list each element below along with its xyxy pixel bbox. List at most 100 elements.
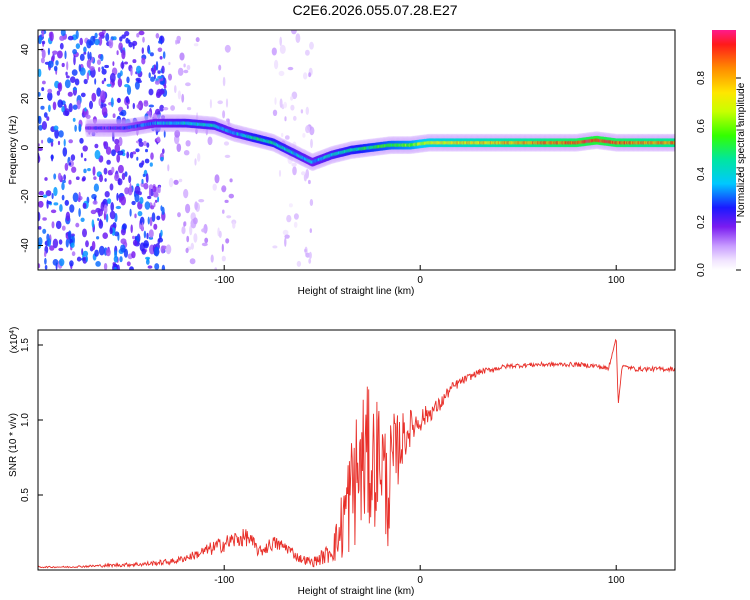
heatmap-speckle xyxy=(112,113,116,118)
heatmap-speckle xyxy=(45,190,52,197)
heatmap-speckle xyxy=(144,113,149,121)
heatmap-speckle xyxy=(308,251,312,259)
heatmap-speckle xyxy=(41,139,44,144)
heatmap-speckle xyxy=(80,152,83,158)
heatmap-speckle xyxy=(71,251,76,257)
heatmap-speckle xyxy=(68,179,72,185)
heatmap-speckle xyxy=(284,135,290,140)
heatmap-speckle xyxy=(93,176,97,181)
heatmap-speckle xyxy=(130,67,133,76)
heatmap-speckle xyxy=(47,88,53,94)
heatmap-speckle xyxy=(91,92,97,102)
heatmap-speckle xyxy=(136,156,139,161)
heatmap-speckle xyxy=(214,267,217,270)
heatmap-speckle xyxy=(126,85,132,96)
heatmap-speckle xyxy=(100,54,104,62)
heatmap-speckle xyxy=(147,265,153,269)
heatmap-speckle xyxy=(70,154,76,161)
heatmap-speckle xyxy=(83,51,87,55)
heatmap-speckle xyxy=(65,71,68,76)
heatmap-speckle xyxy=(64,199,70,206)
heatmap-speckle xyxy=(106,159,111,165)
heatmap-speckle xyxy=(38,190,44,196)
heatmap-speckle xyxy=(141,160,145,166)
heatmap-speckle xyxy=(42,80,46,85)
heatmap-speckle xyxy=(176,143,182,152)
heatmap-speckle xyxy=(107,198,112,205)
heatmap-speckle xyxy=(271,47,277,56)
heatmap-speckle xyxy=(174,130,181,138)
heatmap-speckle xyxy=(79,37,83,46)
heatmap-speckle xyxy=(210,254,214,263)
heatmap-speckle xyxy=(163,84,167,89)
heatmap-speckle xyxy=(142,173,146,178)
heatmap-speckle xyxy=(86,39,92,49)
heatmap-speckle xyxy=(291,162,297,167)
heatmap-speckle xyxy=(157,47,163,53)
heatmap-speckle xyxy=(76,256,82,262)
heatmap-speckle xyxy=(80,217,85,222)
colorbar-tick-label: 0.2 xyxy=(696,215,707,229)
heatmap-speckle xyxy=(157,196,160,203)
heatmap-speckle xyxy=(50,209,57,214)
heatmap-speckle xyxy=(69,260,74,267)
heatmap-speckle xyxy=(193,217,198,225)
heatmap-speckle xyxy=(121,34,126,39)
heatmap-speckle xyxy=(63,110,69,116)
heatmap-speckle xyxy=(67,35,74,41)
heatmap-speckle xyxy=(99,218,102,226)
heatmap-speckle xyxy=(177,90,181,100)
heatmap-speckle xyxy=(194,158,197,166)
heatmap-speckle xyxy=(75,30,79,39)
heatmap-speckle xyxy=(61,182,65,191)
heatmap-speckle xyxy=(114,143,121,153)
heatmap-speckle xyxy=(101,80,105,85)
heatmap-speckle xyxy=(125,96,130,103)
heatmap-speckle xyxy=(89,66,95,71)
heatmap-speckle xyxy=(116,153,121,163)
snr-panel: -100 0 100 0.5 1.0 1.5 Height of straight li… xyxy=(8,327,676,597)
heatmap-speckle xyxy=(57,140,61,146)
heatmap-speckle xyxy=(137,211,143,217)
heatmap-speckle xyxy=(72,192,79,203)
heatmap-speckle xyxy=(85,240,89,248)
heatmap-speckle xyxy=(132,235,135,240)
heatmap-speckle xyxy=(67,91,73,97)
heatmap-speckle xyxy=(143,182,149,190)
heatmap-speckle xyxy=(155,108,161,116)
heatmap-speckle xyxy=(104,191,110,198)
heatmap-speckle xyxy=(56,90,61,96)
heatmap-speckle xyxy=(52,50,58,55)
heatmap-speckle xyxy=(112,132,115,142)
heatmap-speckle xyxy=(224,44,231,53)
spectrogram-heatmap xyxy=(38,30,675,270)
heatmap-speckle xyxy=(288,203,293,208)
heatmap-speckle xyxy=(165,244,172,255)
heatmap-speckle xyxy=(47,47,51,56)
heatmap-speckle xyxy=(292,141,297,148)
heatmap-speckle xyxy=(86,72,90,81)
heatmap-speckle xyxy=(54,129,59,139)
heatmap-speckle xyxy=(177,67,184,76)
spectrogram-y-label: Frequency (Hz) xyxy=(8,116,19,185)
heatmap-speckle xyxy=(44,265,48,270)
heatmap-speckle xyxy=(291,30,297,35)
heatmap-speckle xyxy=(111,227,116,236)
heatmap-speckle xyxy=(139,242,145,252)
heatmap-speckle xyxy=(83,168,87,174)
heatmap-speckle xyxy=(147,216,150,225)
heatmap-speckle xyxy=(123,248,128,258)
heatmap-speckle xyxy=(300,109,304,114)
heatmap-speckle xyxy=(305,106,309,115)
heatmap-speckle xyxy=(148,104,155,108)
heatmap-speckle xyxy=(66,75,70,79)
heatmap-speckle xyxy=(59,258,65,267)
heatmap-speckle xyxy=(44,251,47,258)
heatmap-speckle xyxy=(104,178,107,182)
heatmap-speckle xyxy=(55,60,59,66)
heatmap-speckle xyxy=(114,231,119,237)
heatmap-speckle xyxy=(153,202,156,208)
heatmap-speckle xyxy=(144,158,150,164)
heatmap-speckle xyxy=(279,44,286,55)
